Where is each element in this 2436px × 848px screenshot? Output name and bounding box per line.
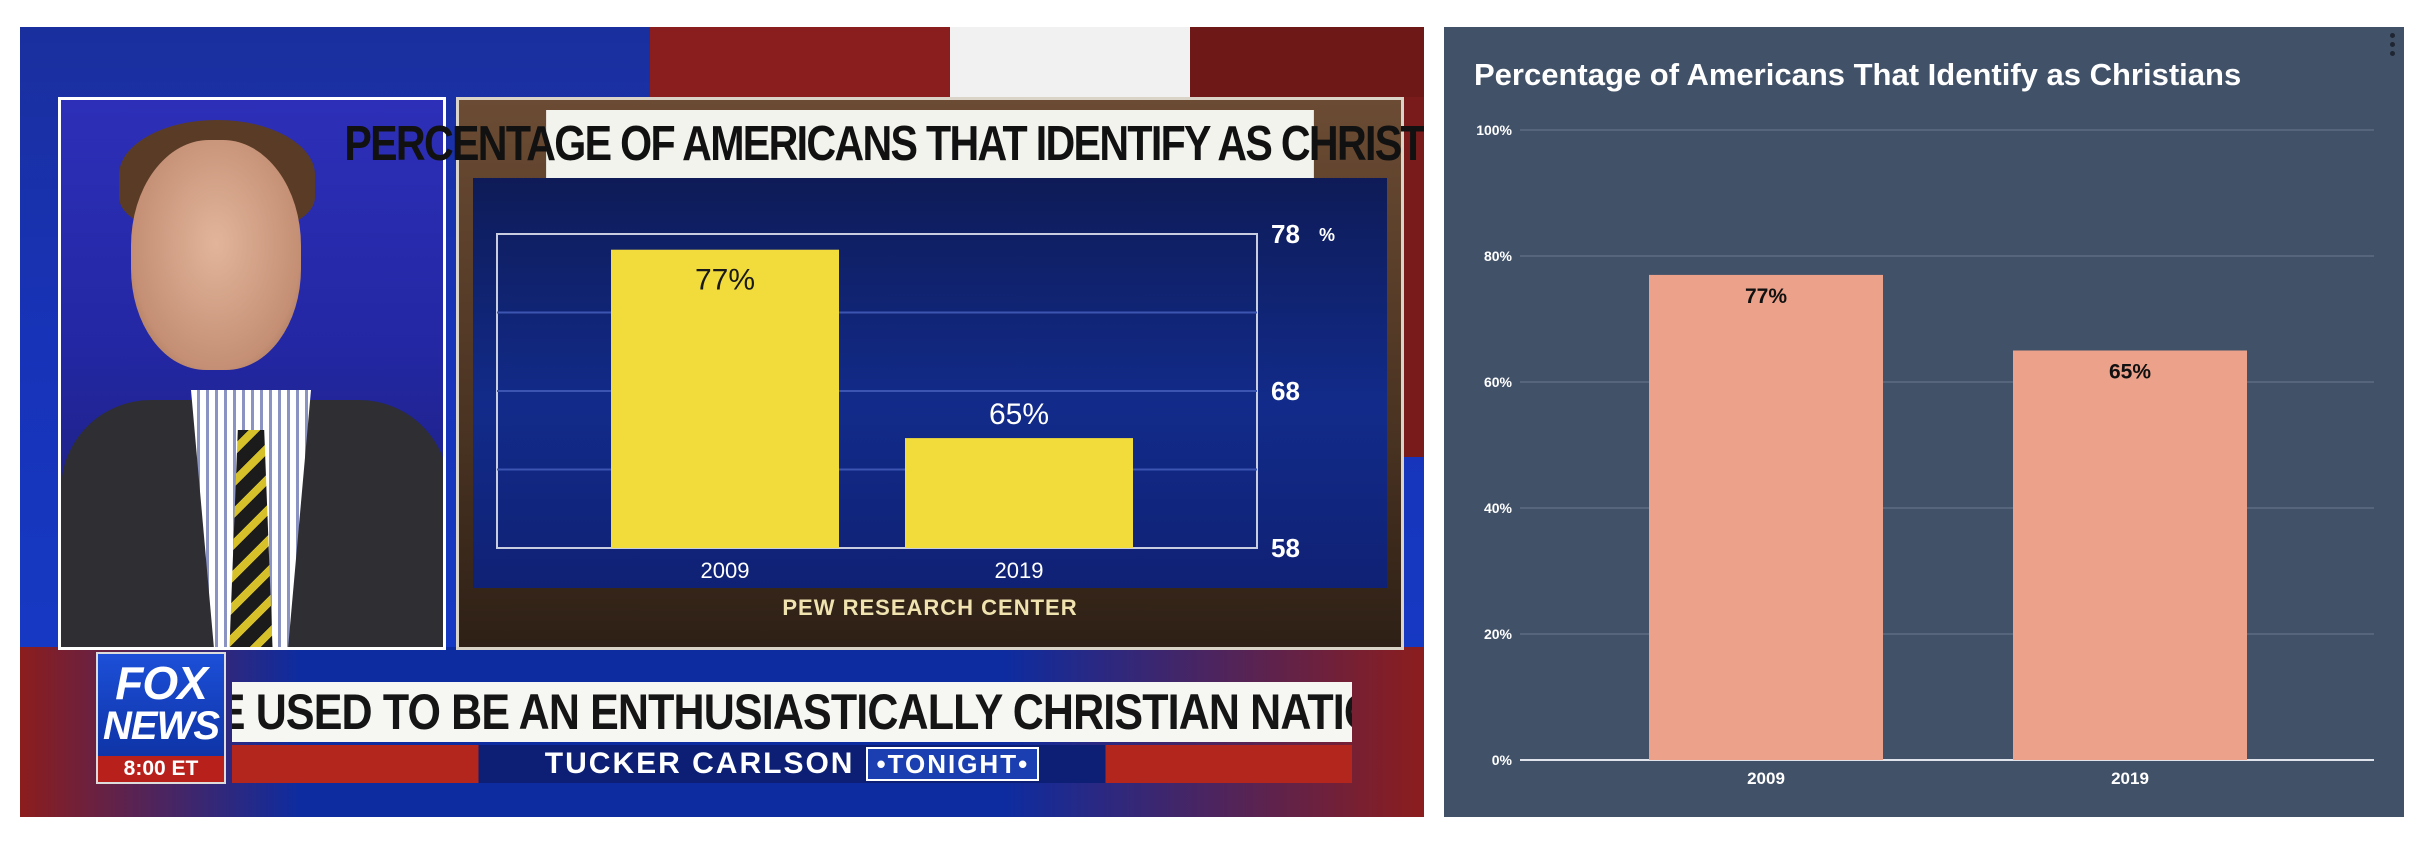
fox-news-logo: FOX NEWS 8:00 ET — [96, 652, 226, 784]
y-tick-label: 80% — [1484, 248, 1513, 264]
bar — [1649, 274, 1883, 760]
anchor-video-box — [58, 97, 446, 650]
x-tick-label: 2009 — [1747, 769, 1785, 788]
y-tick-label: 0% — [1492, 752, 1513, 768]
logo-word-news: NEWS — [103, 704, 220, 748]
tv-y-tick-label: 58 — [1271, 533, 1300, 563]
y-tick-label: 20% — [1484, 626, 1513, 642]
show-suffix: •TONIGHT• — [866, 747, 1040, 781]
tv-chart-panel: 58 68 78% 77% 2009 65% 2019 — [473, 178, 1387, 588]
y-tick-label: 60% — [1484, 374, 1513, 390]
logo-word-fox: FOX — [115, 657, 208, 709]
tv-bar — [905, 438, 1133, 548]
tv-x-tick-label: 2019 — [995, 558, 1044, 583]
tv-y-unit-label: % — [1319, 225, 1335, 245]
chart-title: Percentage of Americans That Identify as… — [1474, 57, 2242, 92]
tv-chart-source: PEW RESEARCH CENTER — [782, 595, 1078, 620]
flag-stripe-red — [1190, 27, 1424, 97]
y-tick-label: 40% — [1484, 500, 1513, 516]
x-tick-label: 2019 — [2111, 769, 2149, 788]
flag-stripe-white — [950, 27, 1190, 97]
tv-y-tick-label: 78 — [1271, 219, 1300, 249]
bar — [2013, 350, 2247, 760]
chart-plot: 0% 20% 40% 60% 80% 100% 77% 2009 65% 2019 — [1476, 122, 2374, 788]
show-name-bar: TUCKER CARLSON •TONIGHT• — [232, 745, 1352, 783]
tv-bar — [611, 249, 839, 548]
tv-bar-label: 65% — [989, 398, 1049, 431]
bar-data-label: 77% — [1745, 285, 1787, 308]
tv-bar-label: 77% — [695, 264, 755, 297]
tv-chart-graphic: PERCENTAGE OF AMERICANS THAT IDENTIFY AS… — [344, 97, 1424, 650]
y-tick-label: 100% — [1476, 122, 1512, 138]
logo-time: 8:00 ET — [98, 756, 224, 782]
tv-chart-title: PERCENTAGE OF AMERICANS THAT IDENTIFY AS… — [344, 110, 1424, 178]
tv-chart-plot: 58 68 78 % 77% 2009 65% 2019 — [496, 219, 1335, 583]
tv-x-tick-label: 2009 — [701, 558, 750, 583]
flag-stripe-red — [650, 27, 950, 97]
headline-text: WE USED TO BE AN ENTHUSIASTICALLY CHRIST… — [232, 684, 1352, 740]
show-name: TUCKER CARLSON •TONIGHT• — [512, 745, 1072, 783]
more-options-icon[interactable] — [2388, 33, 2396, 56]
broadcast-still: PERCENTAGE OF AMERICANS THAT IDENTIFY AS… — [20, 27, 1424, 817]
anchor-face — [131, 140, 301, 370]
recreated-chart: Percentage of Americans That Identify as… — [1444, 27, 2404, 817]
show-host: TUCKER CARLSON — [544, 747, 855, 780]
tv-y-tick-label: 68 — [1271, 376, 1300, 406]
bar-data-label: 65% — [2109, 361, 2151, 384]
headline-ticker: WE USED TO BE AN ENTHUSIASTICALLY CHRIST… — [232, 682, 1352, 742]
